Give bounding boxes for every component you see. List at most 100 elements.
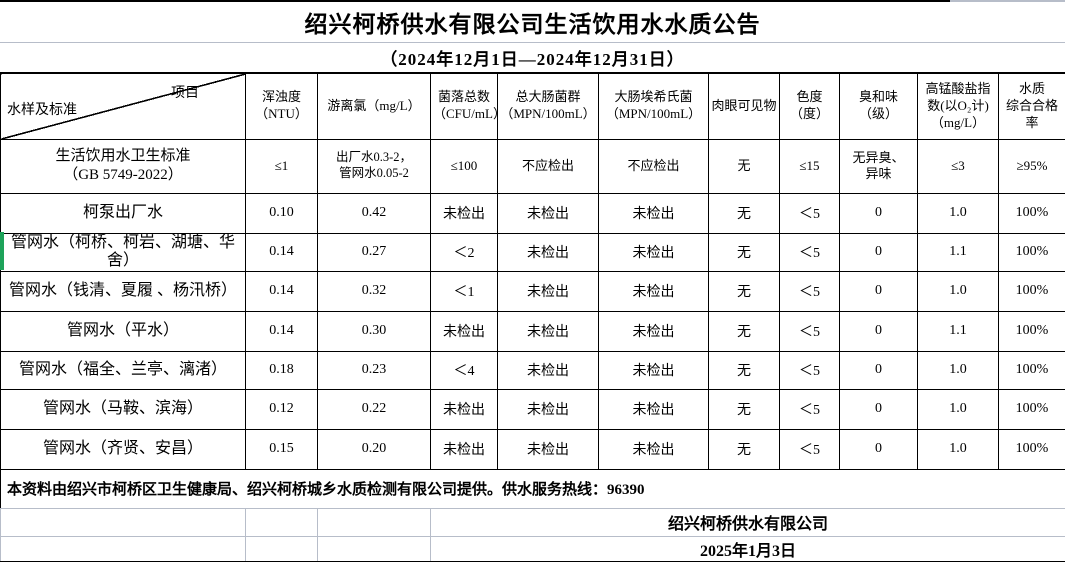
- cell-value: 未检出: [497, 310, 599, 352]
- empty-cell: [317, 535, 431, 562]
- cell-value: 100%: [998, 192, 1065, 234]
- report-period: （2024年12月1日—2024年12月31日）: [0, 42, 1065, 72]
- corner-label-item: 项目: [171, 86, 199, 101]
- signature-date-row: 2025年1月3日: [0, 535, 1065, 562]
- cell-value: ≥95%: [998, 138, 1065, 194]
- column-header: 菌落总数 （CFU/mL）: [430, 72, 498, 140]
- cell-value: 未检出: [430, 192, 498, 234]
- column-header: 臭和味 （级）: [839, 72, 918, 140]
- cell-value: 无: [708, 310, 780, 352]
- cell-value: ≤1: [245, 138, 318, 194]
- cell-value: 1.1: [917, 232, 999, 272]
- cell-value: ＜5: [779, 350, 840, 390]
- cell-value: ＜5: [779, 428, 840, 470]
- empty-cell: [0, 507, 246, 537]
- cell-value: 1.1: [917, 310, 999, 352]
- cell-value: 无: [708, 428, 780, 470]
- cell-value: 0: [839, 310, 918, 352]
- cell-value: 0.18: [245, 350, 318, 390]
- selection-stripe: [0, 232, 4, 270]
- cell-value: 未检出: [598, 428, 709, 470]
- table-row: 柯泵出厂水 0.10 0.42 未检出 未检出 未检出无＜5 0 1.0 100%: [0, 192, 1065, 234]
- cell-value: 未检出: [598, 350, 709, 390]
- header-row: 水样及标准 项目 浑浊度 （NTU）游离氯（mg/L）菌落总数 （CFU/mL）…: [0, 72, 1065, 140]
- cell-value: 0: [839, 388, 918, 430]
- cell-value: 未检出: [598, 270, 709, 312]
- table-row: 管网水（马鞍、滨海） 0.12 0.22 未检出 未检出 未检出无＜5 0 1.0 100%: [0, 388, 1065, 430]
- cell-value: 1.0: [917, 428, 999, 470]
- cell-value: 未检出: [497, 428, 599, 470]
- cell-value: 未检出: [497, 350, 599, 390]
- cell-value: ＜4: [430, 350, 498, 390]
- cell-value: 未检出: [430, 428, 498, 470]
- cell-value: 100%: [998, 428, 1065, 470]
- cell-value: 100%: [998, 270, 1065, 312]
- empty-cell: [245, 507, 318, 537]
- cell-value: 0: [839, 428, 918, 470]
- table-body: 生活饮用水卫生标准 （GB 5749-2022） ≤1 出厂水0.3-2， 管网水0…: [0, 138, 1065, 470]
- cell-value: 不应检出: [497, 138, 599, 194]
- footer-note-row: 本资料由绍兴市柯桥区卫生健康局、绍兴柯桥城乡水质检测有限公司提供。供水服务热线：…: [0, 468, 1065, 509]
- cell-value: 未检出: [430, 310, 498, 352]
- cell-value: ＜2: [430, 232, 498, 272]
- page-title: 绍兴柯桥供水有限公司生活饮用水水质公告: [304, 12, 761, 37]
- column-header: 浑浊度 （NTU）: [245, 72, 318, 140]
- cell-value: ＜5: [779, 232, 840, 272]
- cell-value: 未检出: [598, 192, 709, 234]
- row-label: 管网水（柯桥、柯岩、湖塘、华舍）: [0, 232, 246, 272]
- row-label: 管网水（平水）: [0, 310, 246, 352]
- cell-value: 0.14: [245, 232, 318, 272]
- cell-value: 无: [708, 232, 780, 272]
- cell-value: 0.23: [317, 350, 431, 390]
- column-header: 游离氯（mg/L）: [317, 72, 431, 140]
- row-label: 管网水（齐贤、安昌）: [0, 428, 246, 470]
- table-row: 管网水（齐贤、安昌） 0.15 0.20 未检出 未检出 未检出无＜5 0 1.0 100%: [0, 428, 1065, 470]
- table-row: 管网水（平水） 0.14 0.30 未检出 未检出 未检出无＜5 0 1.1 100%: [0, 310, 1065, 352]
- cell-value: 1.0: [917, 388, 999, 430]
- company-signature: 绍兴柯桥供水有限公司: [430, 507, 1065, 537]
- cell-value: 无: [708, 350, 780, 390]
- cell-value: 100%: [998, 310, 1065, 352]
- cell-value: 0.14: [245, 310, 318, 352]
- cell-value: 0.27: [317, 232, 431, 272]
- cell-value: 0: [839, 232, 918, 272]
- cell-value: 0.22: [317, 388, 431, 430]
- cell-value: 不应检出: [598, 138, 709, 194]
- cell-value: 未检出: [598, 388, 709, 430]
- cell-value: ≤3: [917, 138, 999, 194]
- cell-value: 出厂水0.3-2， 管网水0.05-2: [317, 138, 431, 194]
- row-label: 生活饮用水卫生标准 （GB 5749-2022）: [0, 138, 246, 194]
- cell-value: 0.42: [317, 192, 431, 234]
- cell-value: 0.15: [245, 428, 318, 470]
- column-header: 肉眼可见物: [708, 72, 780, 140]
- cell-value: 0.12: [245, 388, 318, 430]
- cell-value: ＜5: [779, 310, 840, 352]
- cell-value: 0.14: [245, 270, 318, 312]
- cell-value: ≤15: [779, 138, 840, 194]
- cell-value: 0: [839, 350, 918, 390]
- column-header: 大肠埃希氏菌 （MPN/100mL）: [598, 72, 709, 140]
- column-header: 高锰酸盐指 数(以O₂计) （mg/L）: [917, 72, 999, 140]
- corner-header-cell: 水样及标准 项目: [0, 72, 246, 140]
- cell-value: 无: [708, 388, 780, 430]
- cell-value: 0.32: [317, 270, 431, 312]
- column-header: 水质 综合合格率: [998, 72, 1065, 140]
- row-label: 管网水（马鞍、滨海）: [0, 388, 246, 430]
- table-row: 管网水（福全、兰亭、漓渚） 0.18 0.23 ＜4 未检出 未检出无＜5 0 1.0 100%: [0, 350, 1065, 390]
- cell-value: 0: [839, 270, 918, 312]
- cell-value: 0.30: [317, 310, 431, 352]
- footer-note: 本资料由绍兴市柯桥区卫生健康局、绍兴柯桥城乡水质检测有限公司提供。供水服务热线：…: [0, 468, 1065, 509]
- row-label: 柯泵出厂水: [0, 192, 246, 234]
- cell-value: 未检出: [497, 192, 599, 234]
- signature-date: 2025年1月3日: [430, 535, 1065, 562]
- company-signature-row: 绍兴柯桥供水有限公司: [0, 507, 1065, 537]
- row-label: 管网水（福全、兰亭、漓渚）: [0, 350, 246, 390]
- cell-value: 1.0: [917, 350, 999, 390]
- cell-value: 100%: [998, 388, 1065, 430]
- cell-value: 1.0: [917, 270, 999, 312]
- cell-value: 0.10: [245, 192, 318, 234]
- cell-value: 0: [839, 192, 918, 234]
- column-header: 总大肠菌群 （MPN/100mL）: [497, 72, 599, 140]
- cell-value: 未检出: [497, 232, 599, 272]
- cell-value: ＜5: [779, 388, 840, 430]
